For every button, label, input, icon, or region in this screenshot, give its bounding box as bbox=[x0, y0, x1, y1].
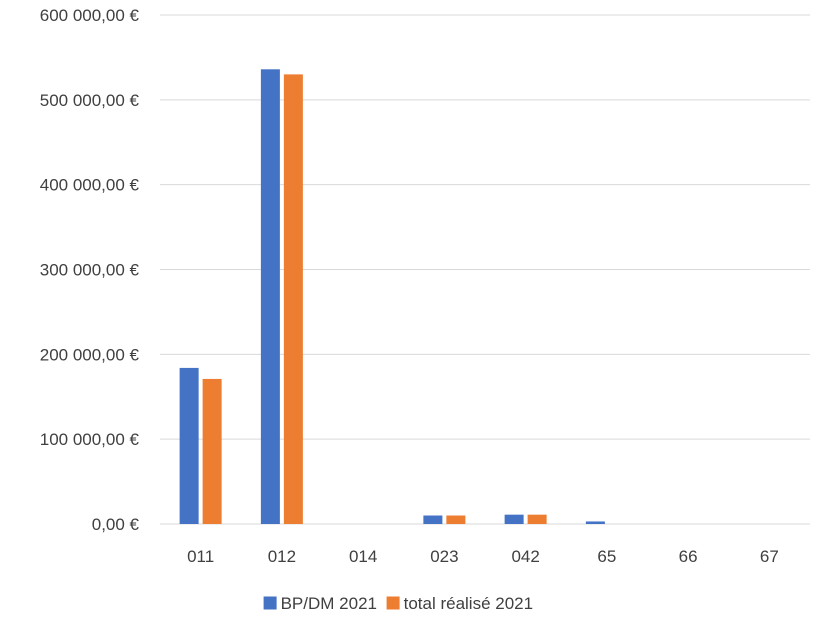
y-tick-label: 600 000,00 € bbox=[40, 6, 140, 25]
bar-bp-dm-2021-023 bbox=[423, 515, 443, 524]
bar-total-realise-2021-012 bbox=[283, 74, 303, 524]
x-tick-label: 67 bbox=[760, 547, 779, 566]
bar-total-realise-2021-042 bbox=[527, 514, 547, 524]
bar-bp-dm-2021-65 bbox=[585, 521, 605, 524]
bar-bp-dm-2021-012 bbox=[260, 69, 280, 524]
legend-label: BP/DM 2021 bbox=[281, 594, 377, 613]
y-axis-tick-labels: 0,00 € 100 000,00 € 200 000,00 € 300 000,00… bbox=[40, 6, 140, 534]
bar-total-realise-2021-023 bbox=[446, 515, 466, 524]
y-tick-label: 400 000,00 € bbox=[40, 176, 140, 195]
bar-bp-dm-2021-011 bbox=[179, 367, 199, 524]
legend-swatch bbox=[386, 596, 400, 610]
x-tick-label: 023 bbox=[430, 547, 458, 566]
x-tick-label: 65 bbox=[597, 547, 616, 566]
y-tick-label: 500 000,00 € bbox=[40, 91, 140, 110]
legend: BP/DM 2021 total réalisé 2021 bbox=[263, 594, 533, 613]
y-tick-label: 0,00 € bbox=[92, 515, 140, 534]
y-tick-label: 100 000,00 € bbox=[40, 430, 140, 449]
x-tick-label: 042 bbox=[511, 547, 539, 566]
x-axis-tick-labels: 011 012 014 023 042 65 66 67 bbox=[187, 547, 779, 566]
y-tick-label: 300 000,00 € bbox=[40, 261, 140, 280]
bar-bp-dm-2021-042 bbox=[504, 514, 524, 524]
x-tick-label: 012 bbox=[268, 547, 296, 566]
x-tick-label: 66 bbox=[679, 547, 698, 566]
x-tick-label: 014 bbox=[349, 547, 377, 566]
legend-item: BP/DM 2021 bbox=[263, 594, 377, 613]
legend-label: total réalisé 2021 bbox=[404, 594, 533, 613]
legend-item: total réalisé 2021 bbox=[386, 594, 533, 613]
y-tick-label: 200 000,00 € bbox=[40, 345, 140, 364]
legend-swatch bbox=[263, 596, 277, 610]
bar-total-realise-2021-011 bbox=[202, 378, 222, 524]
gridlines bbox=[160, 14, 810, 525]
bars bbox=[179, 69, 605, 524]
x-tick-label: 011 bbox=[187, 547, 214, 566]
